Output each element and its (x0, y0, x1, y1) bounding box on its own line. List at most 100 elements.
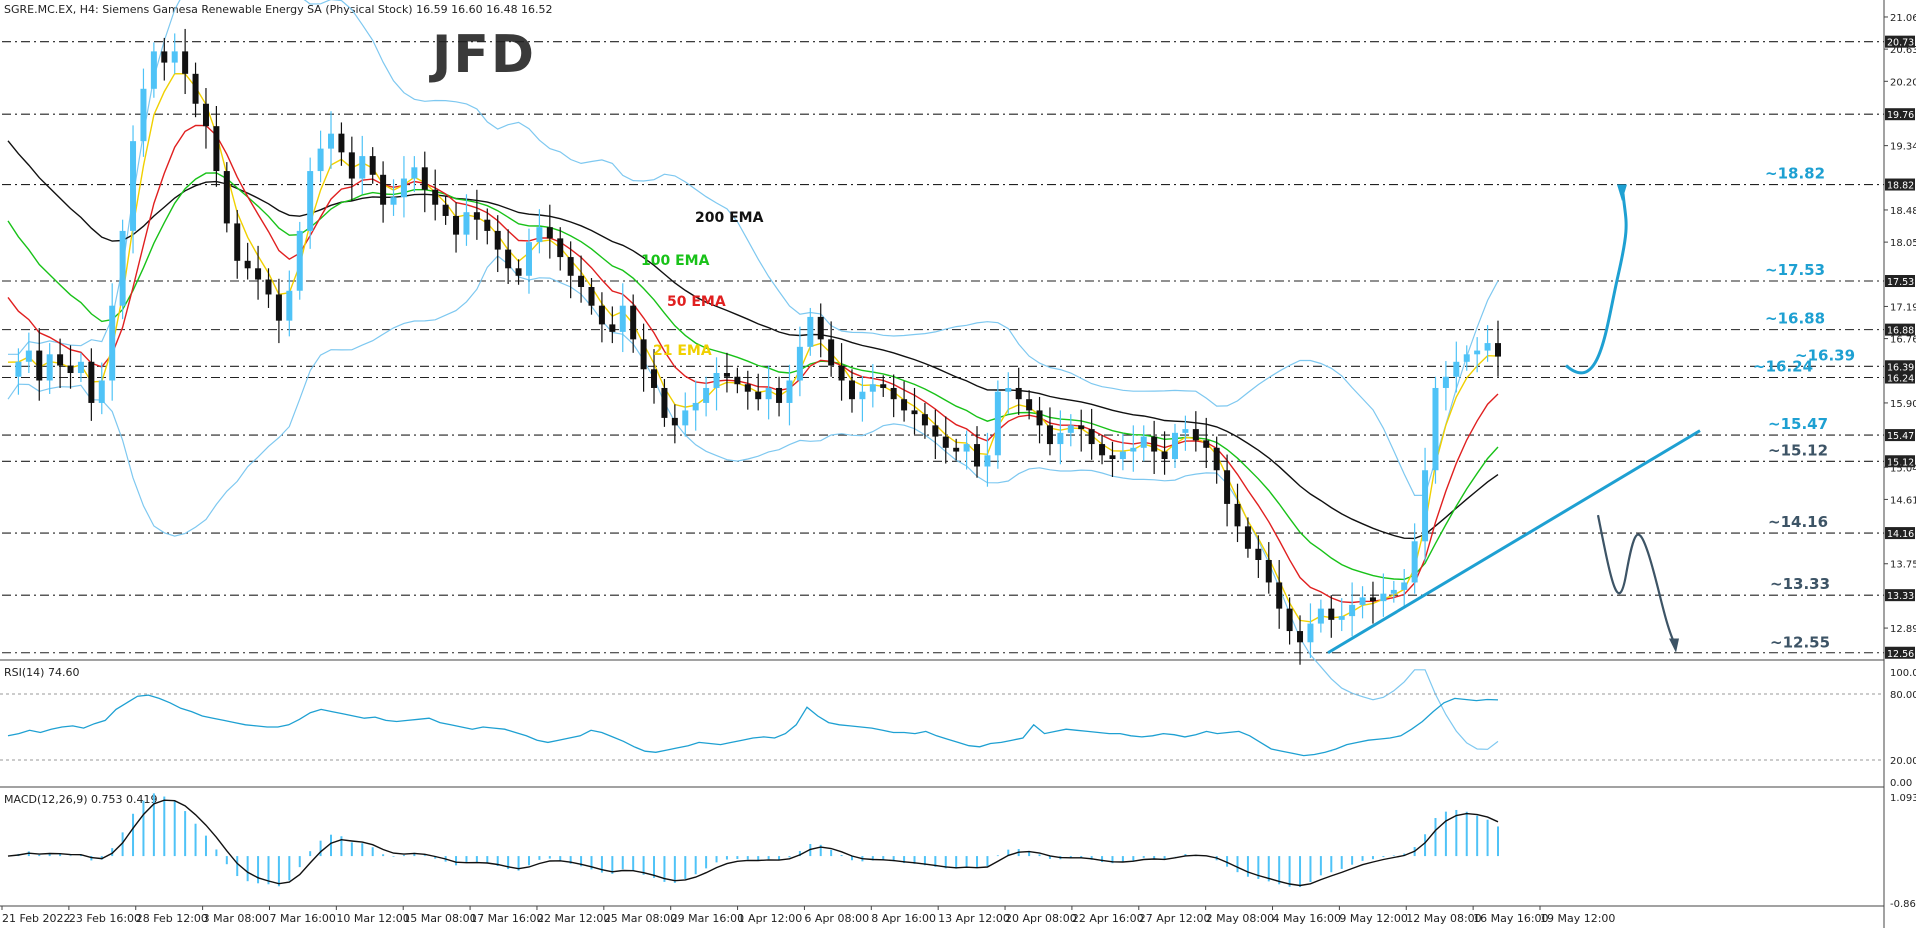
candle-body (723, 373, 730, 377)
price-tick-label: 18.05 (1890, 238, 1916, 249)
time-tick-label: 7 Mar 16:00 (269, 912, 335, 925)
bearish-arrow (1596, 514, 1676, 643)
level-annotation-8: ~13.33 (1770, 575, 1830, 593)
time-tick-label: 15 Mar 08:00 (403, 912, 476, 925)
level-tag-bg-19.76 (1885, 108, 1915, 121)
candle-body (442, 204, 449, 216)
candle-body (1161, 451, 1168, 460)
level-tag-13.33: 13.33 (1887, 591, 1914, 602)
candle-body (380, 174, 387, 205)
candle-body (755, 391, 762, 400)
rsi-tick-label: 20.00 (1890, 756, 1916, 767)
candle-body (161, 51, 168, 63)
level-annotation-3: ~16.39 (1795, 346, 1855, 364)
candle-body (494, 230, 501, 250)
candle-body (223, 171, 230, 224)
candle-body (1171, 432, 1178, 460)
candle-body (661, 387, 668, 418)
candle-body (1390, 589, 1397, 594)
candle-body (1442, 376, 1449, 388)
candle-body (1349, 604, 1356, 617)
time-tick-label: 22 Apr 16:00 (1072, 912, 1144, 925)
candle-body (953, 447, 960, 452)
candle-body (838, 365, 845, 381)
time-tick-label: 12 May 08:00 (1406, 912, 1481, 925)
time-tick-label: 21 Feb 2022 (2, 912, 70, 925)
bullish-arrowhead (1617, 184, 1627, 201)
time-tick-label: 1 Apr 12:00 (738, 912, 803, 925)
candle-body (1307, 623, 1314, 643)
time-tick-label: 9 May 12:00 (1339, 912, 1407, 925)
candle-body (515, 268, 522, 276)
level-tag-16.24: 16.24 (1887, 374, 1914, 385)
time-tick-label: 25 Mar 08:00 (604, 912, 677, 925)
candle-body (1036, 410, 1043, 426)
candle-body (859, 391, 866, 400)
level-annotation-4: ~16.24 (1753, 358, 1813, 376)
rsi-line (7, 694, 1499, 757)
candle-body (901, 399, 908, 411)
candle-body (255, 268, 262, 280)
candle-body (328, 133, 335, 149)
candle-body (932, 425, 939, 437)
candle-body (36, 350, 43, 381)
moving-averages (7, 72, 1499, 623)
candle-body (130, 141, 137, 231)
price-tick-label: 15.04 (1890, 463, 1916, 474)
ema-line-2 (7, 124, 1499, 604)
price-tick-label: 13.75 (1890, 560, 1916, 571)
candle-body (651, 369, 658, 388)
level-tag-bg-20.73 (1885, 35, 1915, 48)
rsi-tick-label: 0.00 (1890, 778, 1912, 789)
level-tag-16.39: 16.39 (1887, 362, 1914, 373)
ema-label-2: 50 EMA (667, 294, 726, 310)
candle-body (734, 376, 741, 385)
candle-body (1369, 597, 1376, 602)
candle-body (1026, 399, 1033, 411)
price-tick-label: 20.63 (1890, 45, 1916, 56)
candle-body (390, 197, 397, 205)
candle-body (1495, 343, 1501, 357)
jfd-logo: JFD (429, 25, 534, 85)
level-annotation-2: ~16.88 (1765, 310, 1825, 328)
level-annotation-5: ~15.47 (1768, 415, 1828, 433)
candle-body (1140, 436, 1147, 448)
chart-title: SGRE.MC.EX, H4: Siemens Gamesa Renewable… (4, 3, 553, 16)
candle-body (848, 380, 855, 400)
candle-body (880, 384, 887, 388)
time-tick-label: 23 Feb 16:00 (69, 912, 141, 925)
trendline-and-arrows (1327, 184, 1701, 655)
candle-body (963, 444, 970, 452)
candle-body (234, 223, 241, 261)
candle-body (473, 212, 480, 220)
candle-body (453, 215, 460, 235)
rsi-tick-label: 100.00 (1890, 668, 1916, 679)
time-tick-label: 10 Mar 12:00 (336, 912, 409, 925)
price-tick-label: 17.19 (1890, 302, 1916, 313)
candle-body (765, 387, 772, 400)
candle-body (1276, 582, 1283, 609)
candle-body (1088, 429, 1095, 445)
candle-body (400, 178, 407, 198)
candle-body (869, 384, 876, 392)
level-annotation-7: ~14.16 (1768, 513, 1828, 531)
candle-body (1380, 593, 1387, 602)
candle-body (25, 350, 32, 362)
candle-body (307, 171, 314, 231)
candle-body (744, 384, 751, 392)
candle-body (77, 361, 84, 374)
candle-body (1067, 425, 1074, 433)
candle-body (1474, 350, 1481, 355)
candle-body (192, 73, 199, 104)
level-tag-15.12: 15.12 (1887, 457, 1914, 468)
time-tick-label: 4 May 16:00 (1273, 912, 1341, 925)
candle-body (1078, 425, 1085, 430)
price-tick-label: 18.48 (1890, 206, 1916, 217)
candle-body (1338, 616, 1345, 620)
candle-body (1244, 526, 1251, 549)
candle-body (921, 414, 928, 426)
candle-body (630, 305, 637, 340)
